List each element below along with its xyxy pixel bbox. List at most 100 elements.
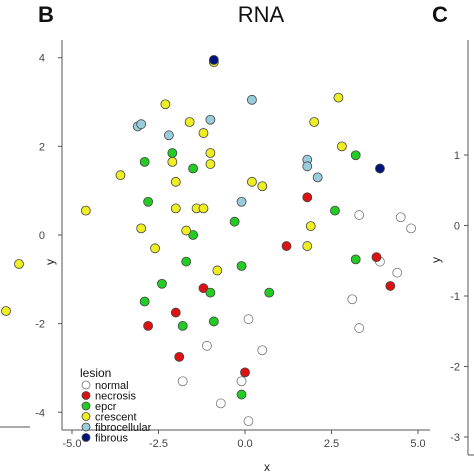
point-necrosis — [143, 320, 154, 331]
point-necrosis — [174, 351, 185, 362]
point-fibrocellular — [236, 196, 247, 207]
x-tick-label: 5.0 — [410, 438, 425, 450]
legend-label-crescent: crescent — [95, 412, 137, 424]
point-crescent — [198, 128, 209, 138]
point-epcr — [143, 196, 154, 207]
point-crescent — [170, 176, 181, 187]
right-neighbor-tick-label: 0 — [454, 221, 460, 233]
point-epcr — [236, 389, 247, 400]
point-necrosis — [281, 241, 292, 251]
point-normal — [347, 294, 358, 305]
point-normal — [215, 398, 226, 409]
panel-letter-c: C — [432, 2, 448, 27]
x-tick-label: 0.0 — [237, 438, 252, 450]
point-crescent — [198, 203, 209, 214]
point-normal — [354, 323, 365, 333]
point-epcr — [205, 287, 216, 298]
point-crescent — [167, 156, 178, 167]
point-crescent — [150, 243, 160, 254]
right-neighbor-panel: 1 0 -1 -2 -3 y — [429, 40, 474, 456]
legend-title: lesion — [80, 366, 111, 380]
point-crescent — [80, 205, 91, 216]
point-epcr — [350, 150, 361, 161]
point-crescent — [205, 159, 216, 169]
x-axis-title: x — [264, 460, 270, 474]
point-fibrocellular — [163, 130, 174, 141]
legend-label-normal: normal — [95, 380, 129, 392]
main-plot: -5.0 -2.5 0.0 2.5 5.0 -4 -2 0 2 4 x y — [35, 40, 430, 474]
point-necrosis — [240, 367, 250, 378]
point-epcr — [188, 163, 199, 174]
point-normal — [177, 376, 188, 387]
legend-label-epcr: epcr — [95, 401, 117, 413]
right-neighbor-tick-label: -2 — [450, 362, 460, 374]
point-epcr — [188, 230, 199, 240]
y-axis-title: y — [43, 259, 57, 265]
point-epcr — [330, 205, 340, 216]
point-necrosis — [170, 307, 181, 318]
legend-key-normal — [81, 380, 91, 390]
point-crescent — [309, 117, 320, 127]
point-epcr — [236, 261, 247, 271]
point-normal — [257, 345, 268, 356]
x-tick-label: -2.5 — [149, 438, 168, 450]
point-normal — [202, 340, 212, 351]
data-points — [80, 55, 416, 427]
y-tick-label: -2 — [35, 319, 45, 331]
legend-label-fibrous: fibrous — [95, 433, 129, 445]
point-fibrocellular — [247, 94, 257, 105]
point-normal — [354, 210, 365, 220]
point-necrosis — [371, 252, 382, 263]
point-crescent — [160, 99, 171, 110]
right-neighbor-tick-label: -3 — [450, 432, 460, 444]
point-crescent — [336, 141, 347, 152]
point-fibrous — [208, 55, 219, 65]
point-epcr — [229, 216, 240, 227]
point-necrosis — [302, 192, 313, 203]
legend-label-necrosis: necrosis — [95, 391, 136, 403]
right-neighbor-tick-label: -1 — [450, 291, 460, 303]
point-epcr — [177, 320, 188, 331]
left-neighbor-panel — [0, 259, 30, 428]
y-tick-label: 2 — [39, 141, 45, 153]
legend-key-fibrous — [81, 433, 91, 442]
chart-title: RNA — [238, 2, 285, 27]
point-fibrocellular — [205, 114, 216, 125]
legend-key-necrosis — [81, 391, 91, 400]
x-tick-label: -5.0 — [63, 438, 82, 450]
point-normal — [395, 212, 406, 223]
point-crescent — [136, 223, 147, 234]
point-fibrous — [375, 163, 385, 174]
point-crescent — [181, 225, 192, 236]
point-crescent — [184, 117, 195, 127]
point-crescent — [170, 203, 181, 214]
point-crescent — [247, 176, 257, 187]
legend-key-fibrocellular — [81, 422, 91, 432]
point-fibrocellular — [136, 119, 147, 130]
point-necrosis — [198, 283, 209, 294]
right-neighbor-y-ticks: 1 0 -1 -2 -3 — [450, 150, 468, 444]
point-normal — [243, 314, 254, 325]
point-necrosis — [385, 281, 396, 291]
legend: lesion normalnecrosisepcrcrescentfibroce… — [80, 366, 152, 445]
point-epcr — [139, 156, 150, 167]
point-epcr — [350, 254, 361, 265]
left-neighbor-point — [1, 306, 11, 316]
point-crescent — [205, 148, 216, 158]
point-crescent — [305, 221, 316, 232]
point-normal — [236, 376, 247, 387]
y-ticks: -4 -2 0 2 4 — [35, 53, 62, 419]
point-epcr — [264, 287, 275, 298]
point-fibrocellular — [302, 161, 313, 172]
point-epcr — [139, 296, 150, 307]
left-neighbor-point — [14, 259, 24, 269]
point-normal — [392, 267, 403, 278]
point-fibrocellular — [312, 172, 323, 183]
right-neighbor-y-title: y — [429, 257, 443, 263]
y-tick-label: 4 — [39, 53, 45, 65]
point-epcr — [167, 148, 178, 158]
point-crescent — [333, 92, 344, 103]
panel-letter-b: B — [38, 2, 54, 27]
legend-key-epcr — [81, 401, 91, 411]
point-crescent — [257, 181, 268, 192]
